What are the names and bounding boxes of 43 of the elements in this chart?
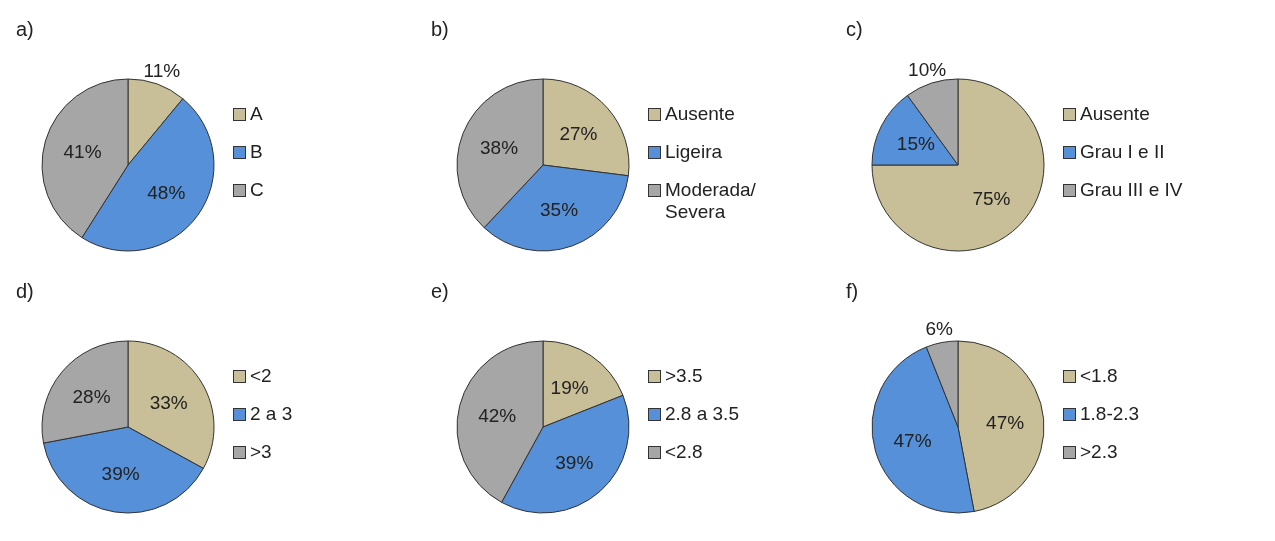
- chart-title: a): [16, 18, 34, 41]
- legend-label: >3: [250, 441, 272, 463]
- legend-label: <2.8: [665, 441, 703, 463]
- legend-label: A: [250, 103, 263, 125]
- legend-label: 1.8-2.3: [1080, 403, 1140, 425]
- data-label: 27%: [559, 123, 598, 145]
- data-label: 33%: [149, 392, 188, 414]
- data-label: 39%: [555, 451, 594, 473]
- chart-title: f): [846, 280, 859, 303]
- legend-label: Moderada/ Severa: [665, 179, 757, 223]
- data-label: 11%: [143, 60, 181, 82]
- data-label: 10%: [908, 59, 947, 81]
- legend-label: Ausente: [1080, 103, 1150, 125]
- data-label: 48%: [147, 182, 186, 204]
- legend-label: Grau I e II: [1080, 141, 1165, 163]
- data-label: 35%: [540, 199, 579, 220]
- data-label: 39%: [101, 463, 140, 485]
- data-label: 28%: [72, 386, 111, 408]
- legend-label: <2: [250, 365, 272, 387]
- pie-slice: [871, 78, 1045, 252]
- legend-label: 2 a 3: [250, 403, 293, 425]
- legend-label: Grau III e IV: [1080, 179, 1183, 201]
- legend-label: Ausente: [665, 103, 735, 125]
- data-label: 15%: [896, 133, 935, 155]
- data-label: 38%: [480, 137, 519, 159]
- data-label: 41%: [63, 141, 102, 163]
- data-label: 19%: [550, 377, 589, 399]
- legend-label: C: [250, 179, 264, 201]
- legend-label: <1.8: [1080, 365, 1118, 387]
- chart-title: c): [846, 18, 863, 41]
- legend-label: B: [250, 141, 263, 163]
- legend-label: >3.5: [665, 365, 703, 387]
- legend-label: 2.8 a 3.5: [665, 403, 739, 425]
- data-label: 47%: [893, 429, 932, 451]
- legend-label: Ligeira: [665, 141, 723, 163]
- chart-title: d): [16, 280, 34, 303]
- data-label: 47%: [986, 412, 1025, 434]
- chart-title: b): [431, 18, 449, 41]
- chart-title: e): [431, 280, 449, 303]
- data-label: 42%: [478, 404, 517, 426]
- data-label: 75%: [972, 187, 1011, 209]
- legend-label: >2.3: [1080, 441, 1118, 463]
- data-label: 6%: [925, 318, 954, 340]
